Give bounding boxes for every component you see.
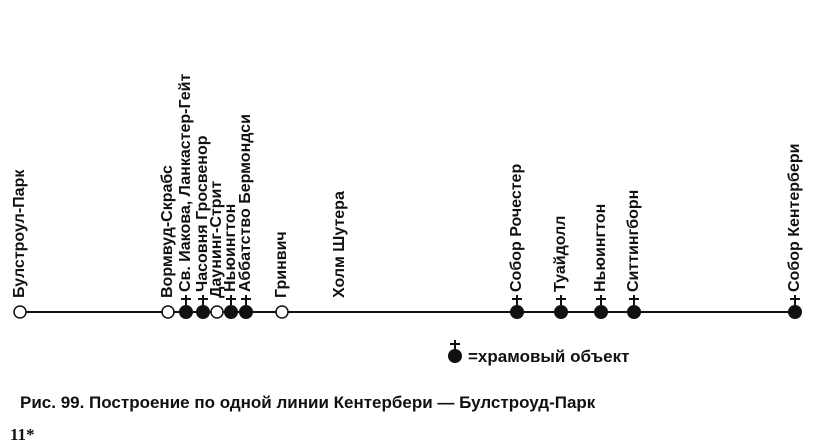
church-marker [510, 305, 524, 319]
node-label: Холм Шутера [331, 191, 348, 298]
church-marker [239, 305, 253, 319]
church-marker [196, 305, 210, 319]
node-label: Булстроул-Парк [11, 169, 28, 298]
church-cross [226, 295, 236, 305]
site-marker [13, 305, 27, 319]
site-marker [275, 305, 289, 319]
church-marker [224, 305, 238, 319]
site-marker [161, 305, 175, 319]
node-label: Собор Рочестер [508, 164, 525, 292]
node-label: Туайдолл [552, 216, 569, 292]
church-cross [790, 295, 800, 305]
church-cross [596, 295, 606, 305]
node-label: Аббатство Бермондси [237, 114, 254, 292]
node-label: Ньюингтон [592, 204, 609, 292]
church-cross [241, 295, 251, 305]
legend: =храмовый объект [448, 340, 629, 366]
node-label: Часовня Гросвенор [194, 135, 211, 292]
church-marker [627, 305, 641, 319]
node-label: Даунинг-Стрит [208, 181, 225, 298]
legend-cross [450, 340, 460, 350]
church-marker [788, 305, 802, 319]
node-label: Гринвич [273, 231, 290, 298]
node-label: Ньюингтон [222, 204, 239, 292]
church-marker [554, 305, 568, 319]
node-label: Св. Иакова, Ланкастер-Гейт [177, 74, 194, 292]
legend-marker [448, 349, 462, 363]
church-cross [512, 295, 522, 305]
church-cross [629, 295, 639, 305]
legend-text: =храмовый объект [468, 347, 629, 366]
church-cross [181, 295, 191, 305]
node-label: Собор Кентербери [786, 144, 803, 292]
page-mark: 11* [10, 425, 35, 444]
church-cross [556, 295, 566, 305]
node-label: Вормвуд-Скрабс [159, 165, 176, 298]
caption: Рис. 99. Построение по одной линии Кенте… [20, 393, 596, 412]
church-marker [179, 305, 193, 319]
church-marker [594, 305, 608, 319]
site-marker [210, 305, 224, 319]
church-cross [198, 295, 208, 305]
node-label: Ситтингборн [625, 190, 642, 292]
